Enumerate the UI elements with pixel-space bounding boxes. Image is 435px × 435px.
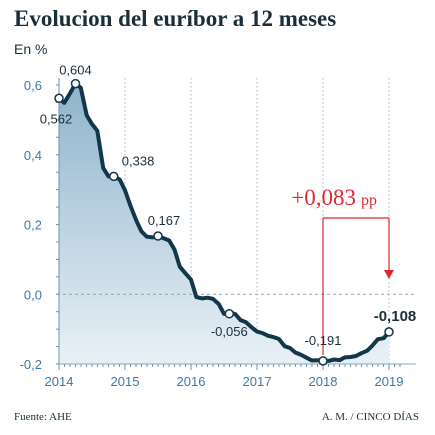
data-point-label: 0,167 <box>148 213 181 228</box>
data-point-marker <box>70 78 81 89</box>
unit-label: En % <box>14 41 48 57</box>
series-area <box>59 83 389 364</box>
data-point-marker <box>224 309 235 319</box>
data-point-marker <box>384 327 394 337</box>
data-point-label: 0,562 <box>40 111 73 126</box>
data-point-marker <box>54 93 64 104</box>
y-tick-label: 0,4 <box>24 148 42 163</box>
y-tick-label: 0,2 <box>24 218 42 233</box>
chart-title: Evolucion del euríbor a 12 meses <box>14 6 337 31</box>
data-point-marker <box>109 171 119 182</box>
x-tick-label: 2014 <box>45 374 74 389</box>
source-note: Fuente: AHE <box>14 411 72 423</box>
y-tick-label: -0,2 <box>20 357 42 372</box>
data-point-label: -0,191 <box>305 333 342 348</box>
data-point-label: -0,056 <box>211 324 248 339</box>
y-tick-label: 0,0 <box>24 287 42 302</box>
diff-label: +0,083 <box>291 185 356 210</box>
data-point-marker <box>318 356 328 366</box>
x-tick-label: 2019 <box>375 374 404 389</box>
diff-unit: pp <box>361 192 377 209</box>
data-point-label: -0,108 <box>374 308 417 325</box>
x-tick-label: 2017 <box>243 374 272 389</box>
data-point-label: 0,604 <box>59 63 92 78</box>
data-point-marker <box>153 231 163 241</box>
data-point-label: 0,338 <box>122 153 155 168</box>
x-tick-label: 2015 <box>111 374 140 389</box>
y-tick-label: 0,6 <box>24 78 42 93</box>
x-tick-label: 2018 <box>309 374 338 389</box>
diff-arrowhead <box>384 270 394 279</box>
x-tick-label: 2016 <box>177 374 206 389</box>
credit-note: A. M. / CINCO DÍAS <box>321 411 419 423</box>
